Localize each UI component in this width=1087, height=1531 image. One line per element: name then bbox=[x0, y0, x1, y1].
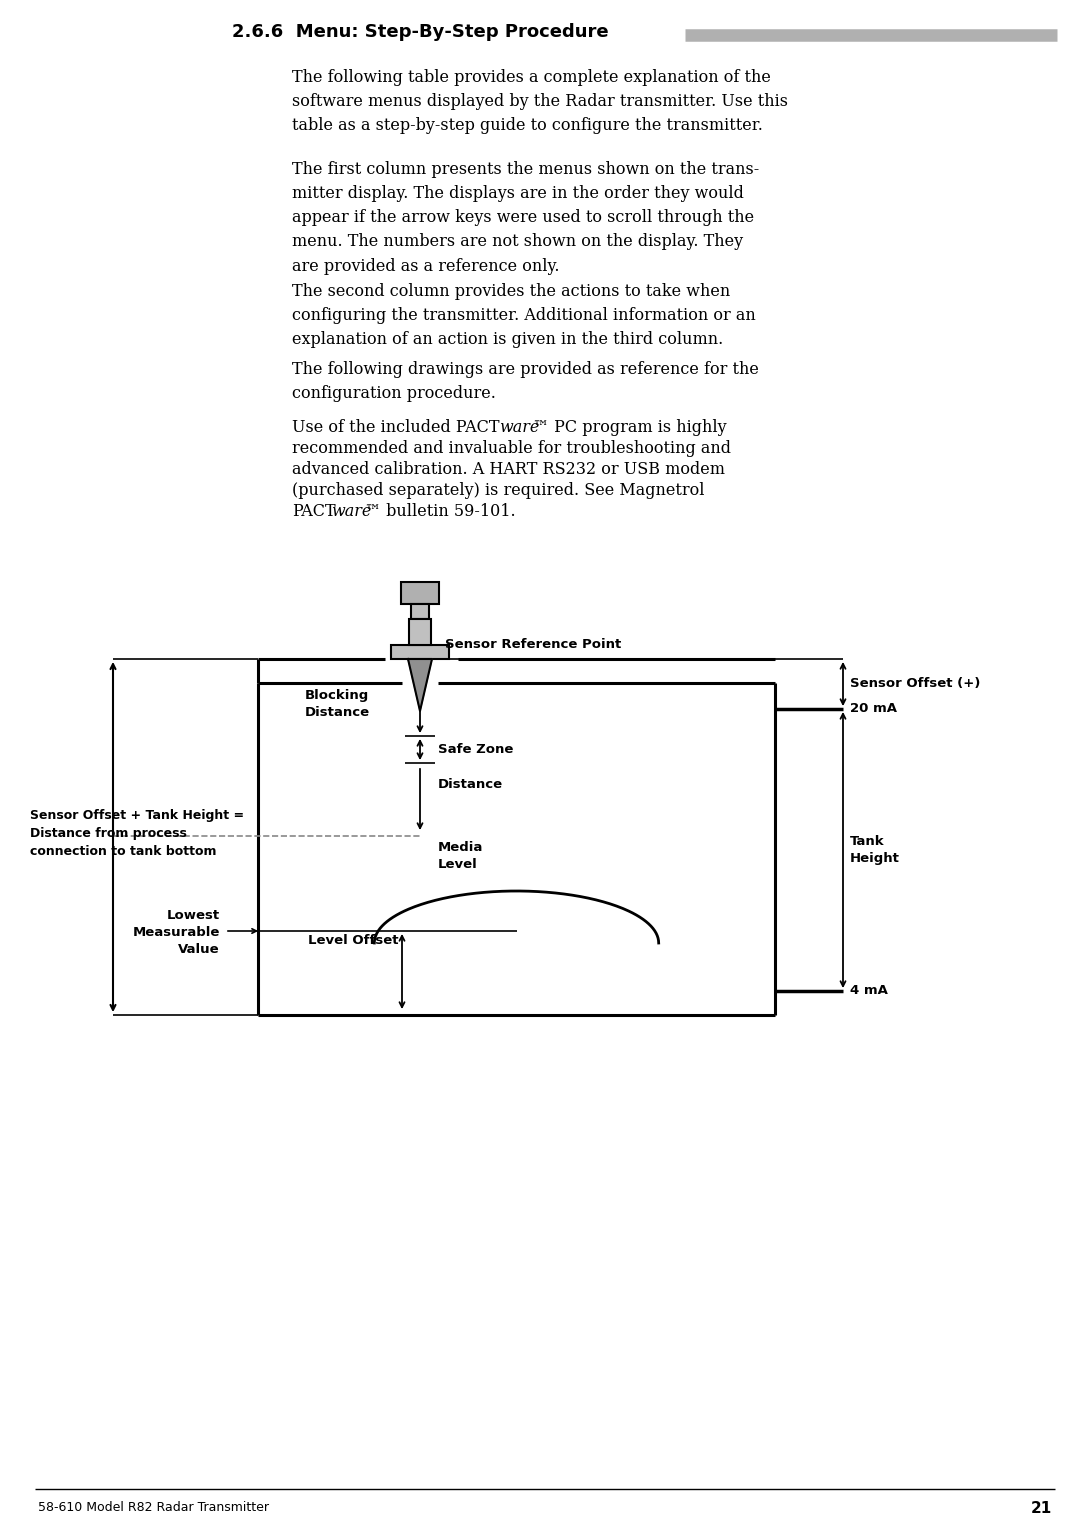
Text: PACT: PACT bbox=[292, 504, 336, 521]
Text: Distance: Distance bbox=[438, 778, 503, 792]
Text: Sensor Offset (+): Sensor Offset (+) bbox=[850, 678, 980, 690]
Text: 20 mA: 20 mA bbox=[850, 703, 897, 715]
Text: Level Offset: Level Offset bbox=[308, 934, 398, 948]
Text: The second column provides the actions to take when
configuring the transmitter.: The second column provides the actions t… bbox=[292, 283, 755, 348]
Text: Safe Zone: Safe Zone bbox=[438, 743, 513, 756]
Polygon shape bbox=[408, 658, 432, 710]
Text: Blocking
Distance: Blocking Distance bbox=[305, 689, 371, 720]
Text: recommended and invaluable for troubleshooting and: recommended and invaluable for troublesh… bbox=[292, 439, 730, 456]
Text: Tank
Height: Tank Height bbox=[850, 834, 900, 865]
Text: (purchased separately) is required. See Magnetrol: (purchased separately) is required. See … bbox=[292, 482, 704, 499]
Text: ™ bulletin 59-101.: ™ bulletin 59-101. bbox=[365, 504, 515, 521]
Text: 4 mA: 4 mA bbox=[850, 984, 888, 998]
Text: 58-610 Model R82 Radar Transmitter: 58-610 Model R82 Radar Transmitter bbox=[38, 1500, 268, 1514]
Text: Lowest
Measurable
Value: Lowest Measurable Value bbox=[133, 909, 220, 955]
Bar bbox=[411, 605, 429, 619]
Text: Media
Level: Media Level bbox=[438, 841, 484, 871]
Text: 2.6.6  Menu: Step-By-Step Procedure: 2.6.6 Menu: Step-By-Step Procedure bbox=[232, 23, 609, 41]
Text: 21: 21 bbox=[1030, 1500, 1052, 1516]
Text: advanced calibration. A HART RS232 or USB modem: advanced calibration. A HART RS232 or US… bbox=[292, 461, 725, 478]
Text: ware: ware bbox=[499, 419, 539, 436]
Text: The following drawings are provided as reference for the
configuration procedure: The following drawings are provided as r… bbox=[292, 361, 759, 403]
Text: Use of the included PACT: Use of the included PACT bbox=[292, 419, 500, 436]
Bar bbox=[409, 619, 432, 645]
Text: ™ PC program is highly: ™ PC program is highly bbox=[533, 419, 726, 436]
Text: ware: ware bbox=[332, 504, 372, 521]
Bar bbox=[391, 645, 449, 658]
Text: The following table provides a complete explanation of the
software menus displa: The following table provides a complete … bbox=[292, 69, 788, 135]
Text: Sensor Offset + Tank Height =
Distance from process
connection to tank bottom: Sensor Offset + Tank Height = Distance f… bbox=[30, 808, 245, 857]
Bar bbox=[401, 582, 439, 605]
Text: Sensor Reference Point: Sensor Reference Point bbox=[445, 638, 622, 651]
Text: The first column presents the menus shown on the trans-
mitter display. The disp: The first column presents the menus show… bbox=[292, 161, 759, 274]
